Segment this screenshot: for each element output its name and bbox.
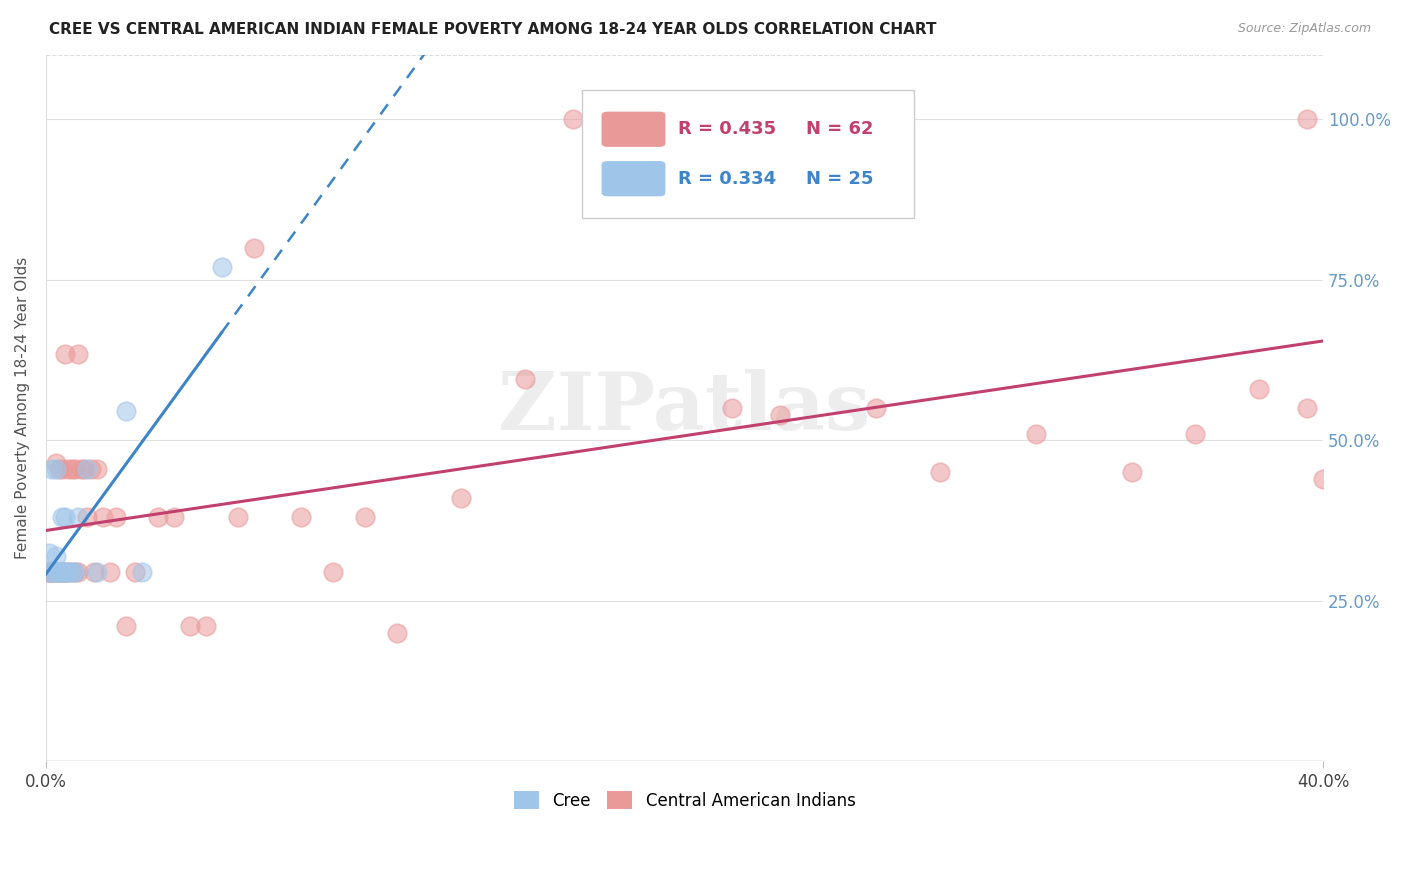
Text: N = 25: N = 25: [806, 169, 873, 187]
Point: [51, 565, 73, 579]
Point: [38, 565, 60, 579]
Point: [63, 565, 86, 579]
Point: [1249, 382, 1271, 396]
Point: [114, 404, 136, 418]
Point: [146, 510, 169, 524]
Point: [58, 565, 80, 579]
Legend: Cree, Central American Indians: Cree, Central American Indians: [508, 785, 862, 816]
Point: [58, 565, 80, 579]
Point: [41, 565, 63, 579]
Point: [354, 510, 377, 524]
Point: [76, 510, 98, 524]
Point: [194, 619, 217, 633]
Point: [1025, 426, 1047, 441]
Point: [45, 565, 67, 579]
Point: [51, 510, 73, 524]
Point: [53, 510, 76, 524]
Point: [45, 462, 67, 476]
Point: [79, 462, 101, 476]
Point: [53, 565, 76, 579]
Point: [1184, 426, 1206, 441]
Point: [673, 112, 696, 127]
Point: [66, 565, 89, 579]
Point: [66, 510, 89, 524]
Point: [41, 565, 63, 579]
Text: CREE VS CENTRAL AMERICAN INDIAN FEMALE POVERTY AMONG 18-24 YEAR OLDS CORRELATION: CREE VS CENTRAL AMERICAN INDIAN FEMALE P…: [49, 22, 936, 37]
Y-axis label: Female Poverty Among 18-24 Year Olds: Female Poverty Among 18-24 Year Olds: [15, 257, 30, 559]
Point: [48, 565, 70, 579]
Point: [290, 510, 312, 524]
Point: [53, 565, 76, 579]
FancyBboxPatch shape: [602, 112, 665, 147]
Point: [93, 510, 115, 524]
Point: [513, 372, 536, 386]
Point: [48, 565, 70, 579]
Point: [163, 510, 186, 524]
Point: [865, 401, 887, 416]
Point: [60, 565, 83, 579]
Point: [561, 112, 583, 127]
Text: Source: ZipAtlas.com: Source: ZipAtlas.com: [1237, 22, 1371, 36]
Point: [86, 462, 108, 476]
Point: [929, 465, 952, 479]
Point: [38, 565, 60, 579]
Point: [179, 619, 201, 633]
Point: [38, 565, 60, 579]
Point: [98, 565, 121, 579]
Point: [45, 456, 67, 470]
Point: [73, 462, 96, 476]
Text: ZIPatlas: ZIPatlas: [499, 369, 870, 447]
Point: [41, 565, 63, 579]
Point: [1296, 401, 1319, 416]
Point: [211, 260, 233, 274]
FancyBboxPatch shape: [582, 90, 914, 218]
Point: [58, 565, 80, 579]
Point: [76, 462, 98, 476]
Point: [60, 565, 83, 579]
Point: [242, 241, 264, 255]
Point: [51, 565, 73, 579]
Point: [721, 401, 744, 416]
Point: [53, 565, 76, 579]
Point: [38, 565, 60, 579]
Point: [63, 565, 86, 579]
Point: [1121, 465, 1143, 479]
Point: [1296, 112, 1319, 127]
Point: [66, 346, 89, 360]
Point: [45, 549, 67, 563]
Point: [53, 346, 76, 360]
Point: [450, 491, 472, 505]
Point: [769, 408, 792, 422]
Text: R = 0.435: R = 0.435: [678, 120, 776, 138]
Point: [70, 462, 93, 476]
Point: [48, 565, 70, 579]
Point: [385, 625, 408, 640]
Point: [60, 462, 83, 476]
Point: [51, 565, 73, 579]
Point: [41, 565, 63, 579]
Point: [45, 565, 67, 579]
Point: [86, 565, 108, 579]
Point: [1312, 472, 1334, 486]
Point: [48, 462, 70, 476]
Point: [63, 462, 86, 476]
Text: R = 0.334: R = 0.334: [678, 169, 776, 187]
Point: [41, 462, 63, 476]
Point: [114, 619, 136, 633]
Point: [83, 565, 105, 579]
Point: [322, 565, 344, 579]
Point: [105, 510, 128, 524]
FancyBboxPatch shape: [602, 161, 665, 196]
Text: N = 62: N = 62: [806, 120, 873, 138]
Point: [124, 565, 146, 579]
Point: [38, 545, 60, 559]
Point: [51, 565, 73, 579]
Point: [45, 565, 67, 579]
Point: [51, 462, 73, 476]
Point: [48, 565, 70, 579]
Point: [131, 565, 153, 579]
Point: [226, 510, 249, 524]
Point: [48, 565, 70, 579]
Point: [58, 462, 80, 476]
